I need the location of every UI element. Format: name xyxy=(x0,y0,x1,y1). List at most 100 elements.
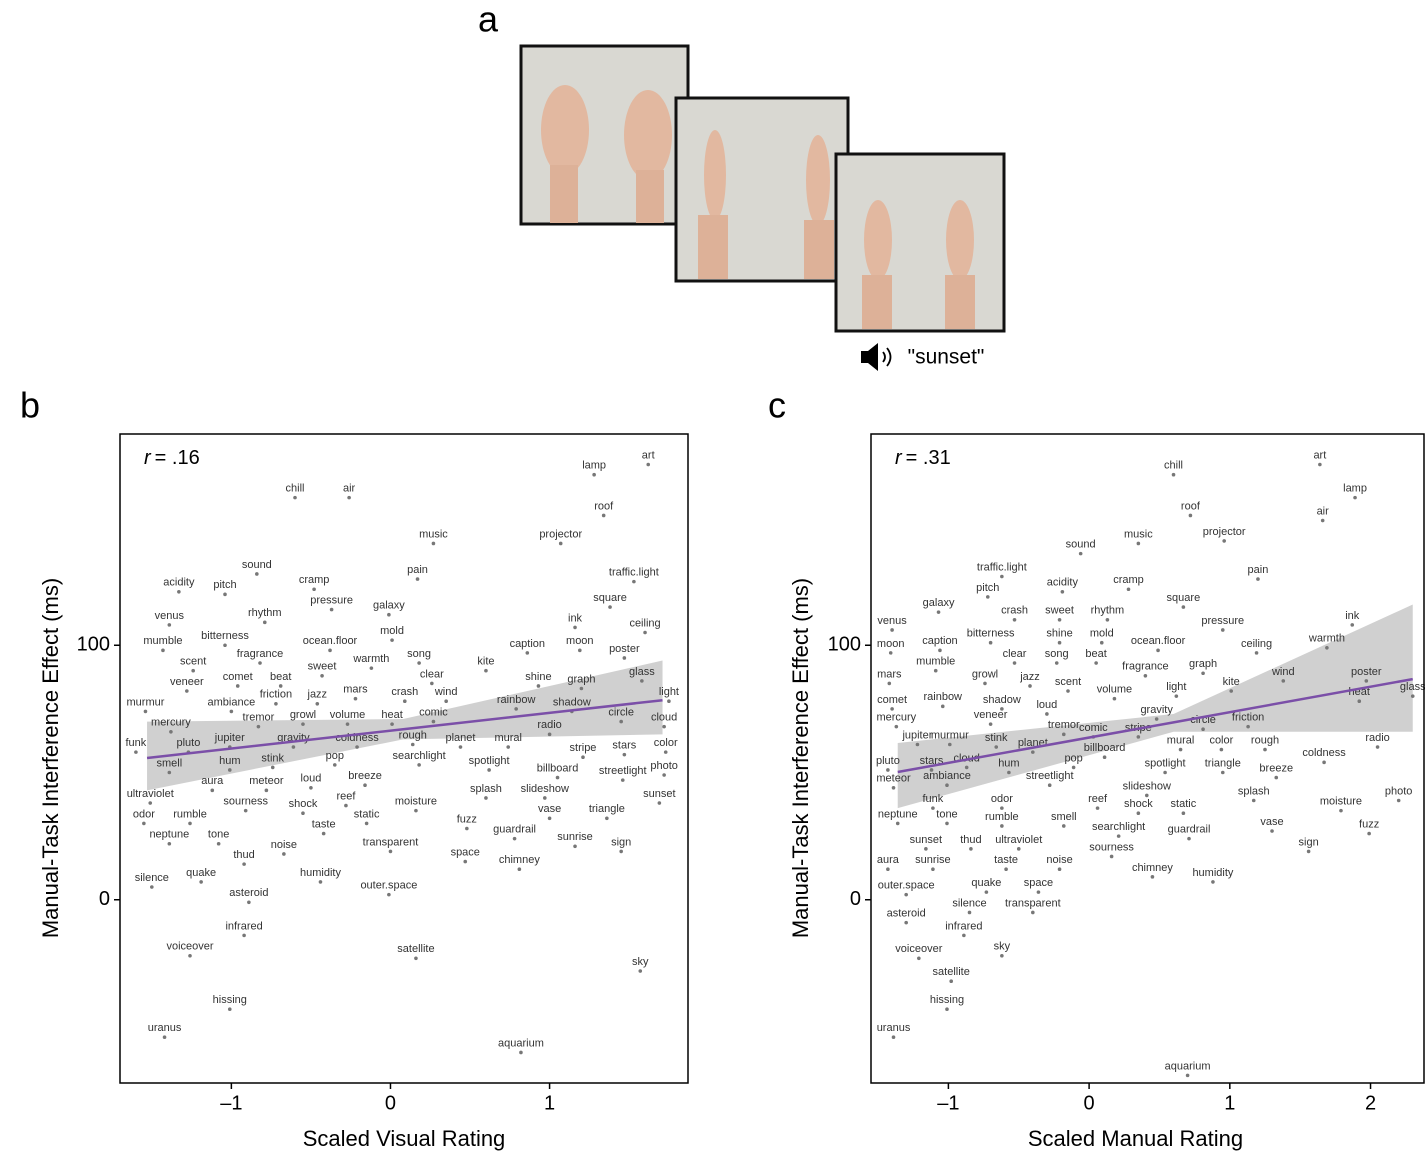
data-point xyxy=(949,979,954,983)
data-point xyxy=(1000,806,1004,810)
point-label: beat xyxy=(270,671,291,683)
speaker-icon xyxy=(861,343,892,371)
data-point xyxy=(933,668,938,673)
data-point xyxy=(417,661,421,665)
data-point xyxy=(543,796,547,800)
arm xyxy=(862,275,892,329)
data-point xyxy=(387,612,391,617)
point-label: moon xyxy=(566,635,594,647)
point-label: heat xyxy=(381,709,402,721)
data-point xyxy=(1047,783,1052,788)
data-point xyxy=(945,783,949,788)
data-point xyxy=(169,729,173,734)
data-point xyxy=(640,679,644,683)
scatter-panel: c chill art lamp air roof music projector sound t… xyxy=(768,385,1425,1151)
data-point xyxy=(1188,513,1193,518)
point-label: rainbow xyxy=(497,694,536,706)
y-tick-label: 0 xyxy=(99,888,110,910)
data-point xyxy=(134,750,138,754)
point-label: chill xyxy=(1164,460,1183,472)
data-point xyxy=(547,816,552,821)
data-point xyxy=(1322,760,1326,765)
data-point xyxy=(924,847,928,851)
data-point xyxy=(1066,689,1070,693)
data-point xyxy=(1061,824,1066,828)
data-point xyxy=(148,801,153,805)
point-label: square xyxy=(593,592,627,604)
data-point xyxy=(643,630,647,635)
data-point xyxy=(890,628,894,632)
point-label: streetlight xyxy=(1026,770,1074,782)
point-label: crash xyxy=(391,686,418,698)
data-point xyxy=(1126,587,1131,592)
data-point xyxy=(578,648,582,653)
point-label: funk xyxy=(126,737,147,749)
data-point xyxy=(988,640,993,645)
hand xyxy=(864,200,892,280)
data-point xyxy=(1325,645,1329,650)
point-label: fuzz xyxy=(1359,818,1379,830)
point-label: rumble xyxy=(173,808,207,820)
point-label: pressure xyxy=(1201,615,1244,627)
data-point xyxy=(1339,808,1343,813)
point-label: rough xyxy=(1251,734,1279,746)
data-point xyxy=(345,722,350,726)
confidence-band xyxy=(897,604,1413,809)
hand xyxy=(624,90,672,180)
data-point xyxy=(278,684,283,688)
point-label: asteroid xyxy=(887,908,926,920)
point-label: ultraviolet xyxy=(995,834,1042,846)
data-point xyxy=(444,699,448,704)
plot-frame xyxy=(119,433,689,1084)
hand xyxy=(541,85,589,175)
data-point xyxy=(1112,696,1117,701)
data-point xyxy=(1270,829,1274,833)
point-label: loud xyxy=(1036,699,1057,711)
data-point xyxy=(256,724,261,729)
x-tick-label: 2 xyxy=(1365,1092,1376,1114)
data-point xyxy=(1136,541,1141,546)
plot-frame xyxy=(870,433,1425,1084)
x-axis-label: Scaled Manual Rating xyxy=(1028,1126,1243,1151)
point-label: comet xyxy=(223,671,253,683)
data-point xyxy=(258,661,262,665)
data-point xyxy=(387,892,391,897)
panel-a: a "sunset" xyxy=(478,0,1006,371)
point-label: fuzz xyxy=(457,813,477,825)
data-point xyxy=(620,778,625,782)
point-label: hissing xyxy=(930,994,964,1006)
x-tick-label: 1 xyxy=(544,1092,555,1114)
point-label: aquarium xyxy=(498,1037,544,1049)
point-label: art xyxy=(1313,449,1326,461)
point-label: mercury xyxy=(876,712,916,724)
point-label: thud xyxy=(233,849,254,861)
point-label: smell xyxy=(1051,811,1077,823)
point-label: sign xyxy=(1299,836,1319,848)
point-label: static xyxy=(354,808,380,820)
point-label: traffic.light xyxy=(977,561,1027,573)
data-point xyxy=(264,788,269,793)
point-label: vase xyxy=(1260,816,1283,828)
hand xyxy=(946,200,974,280)
point-label: pop xyxy=(326,750,344,762)
point-label: pain xyxy=(1248,564,1269,576)
data-point xyxy=(291,745,296,749)
data-point xyxy=(1220,770,1225,775)
point-label: lamp xyxy=(582,460,606,472)
data-point xyxy=(547,732,552,737)
arm xyxy=(945,275,975,329)
point-label: mercury xyxy=(151,717,191,729)
point-label: aura xyxy=(201,775,224,787)
point-label: mural xyxy=(494,732,522,744)
data-point xyxy=(1181,811,1186,816)
data-point xyxy=(223,592,227,597)
data-point xyxy=(143,709,148,714)
speaker xyxy=(861,343,878,371)
point-label: billboard xyxy=(537,762,579,774)
data-point xyxy=(414,808,418,813)
point-label: aquarium xyxy=(1165,1060,1211,1072)
data-point xyxy=(1318,462,1322,467)
point-label: friction xyxy=(1232,712,1264,724)
point-label: shadow xyxy=(983,694,1021,706)
